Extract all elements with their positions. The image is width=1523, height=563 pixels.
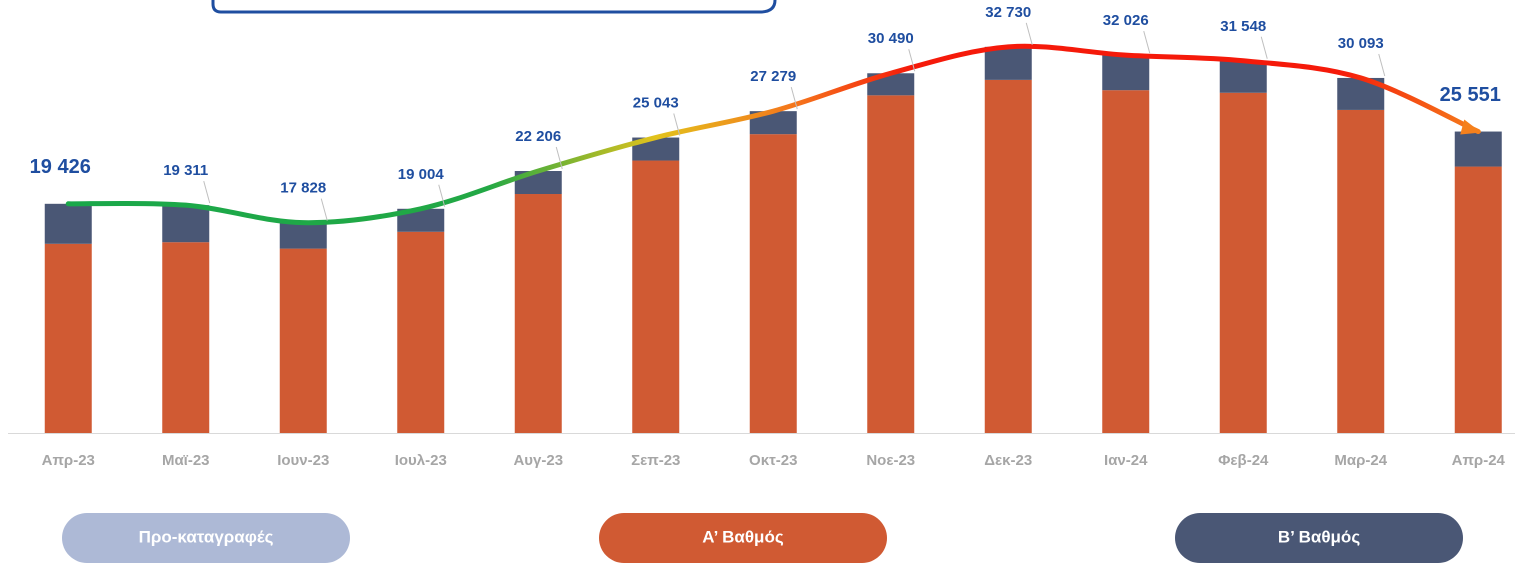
legend-swatch: [62, 513, 350, 563]
total-label: 27 279: [750, 68, 796, 85]
label-leader: [320, 198, 328, 221]
bar-segment: [632, 160, 680, 434]
bar-segment: [1102, 90, 1150, 433]
bar-segment: [984, 79, 1032, 433]
total-label: 22 206: [515, 128, 561, 145]
x-tick-label: Μαϊ-23: [162, 452, 210, 469]
bar-segment: [397, 231, 445, 433]
x-tick-label: Ιαν-24: [1104, 452, 1148, 469]
x-tick-label: Δεκ-23: [984, 452, 1032, 469]
label-leader: [908, 49, 916, 72]
total-label: 19 426: [30, 156, 91, 178]
x-tick-label: Ιουλ-23: [395, 452, 447, 469]
label-leader: [555, 146, 563, 170]
total-label: 19 311: [163, 162, 208, 179]
legend-swatch: [1175, 513, 1463, 563]
legend-label: Α’ Βαθμός: [702, 527, 784, 546]
total-label: 30 093: [1338, 35, 1384, 52]
bar-segment: [44, 243, 92, 433]
bar-segment: [1219, 92, 1267, 434]
bar-segment: [867, 95, 915, 434]
bar-segment: [162, 242, 210, 433]
bar-segment: [397, 208, 445, 232]
x-tick-label: Νοε-23: [866, 452, 915, 469]
total-label: 19 004: [398, 166, 445, 183]
label-leader: [790, 87, 798, 110]
bar-segment: [1337, 109, 1385, 434]
x-tick-label: Φεβ-24: [1218, 452, 1269, 469]
label-leader: [1143, 31, 1151, 54]
total-label: 25 043: [633, 95, 679, 112]
bar-segment: [749, 134, 797, 433]
bar-segment: [1454, 166, 1502, 433]
label-leader: [203, 181, 211, 204]
x-tick-label: Οκτ-23: [749, 452, 797, 469]
legend-label: Β’ Βαθμός: [1278, 527, 1360, 546]
x-tick-label: Σεπ-23: [631, 452, 680, 469]
header-box: [211, 0, 777, 14]
bar-segment: [1219, 60, 1267, 93]
bar-segment: [279, 248, 327, 433]
x-tick-label: Απρ-24: [1452, 452, 1506, 469]
x-tick-label: Αυγ-23: [513, 452, 563, 469]
bar-segment: [984, 46, 1032, 80]
legend-label: Προ-καταγραφές: [139, 527, 274, 546]
bar-segment: [1454, 131, 1502, 167]
total-label: 30 490: [868, 30, 914, 47]
total-label: 17 828: [280, 180, 326, 197]
label-leader: [1260, 36, 1268, 59]
total-label: 31 548: [1220, 18, 1266, 35]
x-tick-label: Ιουν-23: [277, 452, 329, 469]
bar-segment: [749, 111, 797, 135]
trend-line: [65, 43, 1481, 226]
label-leader: [673, 113, 681, 136]
bar-segment: [514, 194, 562, 433]
total-label: 32 026: [1103, 12, 1149, 29]
bar-segment: [162, 205, 210, 243]
legend-swatch: [599, 513, 887, 563]
bar-segment: [44, 203, 92, 244]
total-label: 25 551: [1440, 84, 1501, 106]
bar-segment: [632, 137, 680, 161]
label-leader: [1378, 53, 1386, 77]
x-tick-label: Μαρ-24: [1334, 452, 1387, 469]
label-leader: [438, 184, 446, 207]
bar-segment: [1102, 55, 1150, 91]
bar-segment: [279, 222, 327, 249]
label-leader: [1025, 22, 1033, 45]
trend-arrow: [1460, 119, 1482, 135]
x-tick-label: Απρ-23: [42, 452, 95, 469]
total-label: 32 730: [985, 4, 1031, 21]
